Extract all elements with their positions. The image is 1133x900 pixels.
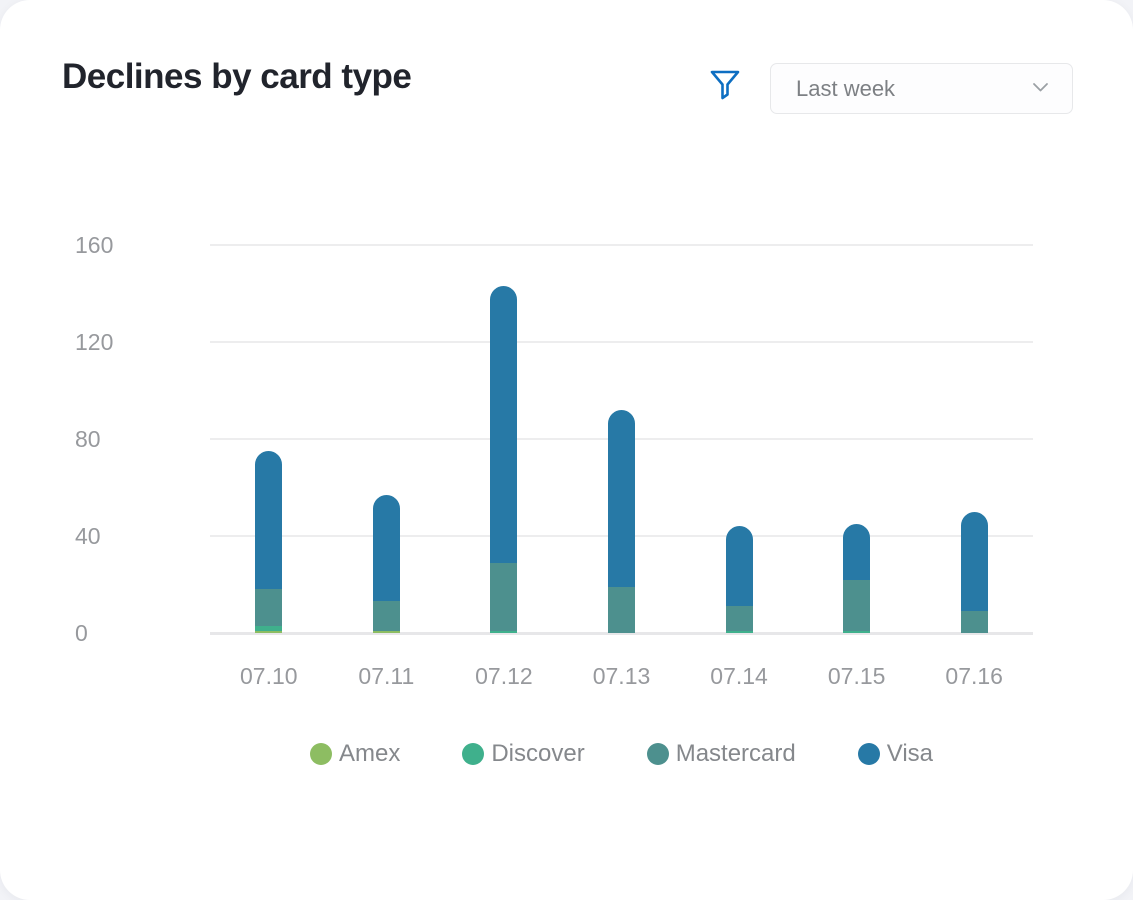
bar-segment-discover[interactable] [255,625,283,631]
bar-segment-visa[interactable] [372,494,400,602]
x-tick-label-07.16: 07.16 [945,663,1003,689]
bar-07.11[interactable] [372,494,400,633]
bar-segment-mastercard[interactable] [843,579,871,631]
x-tick-label-07.11: 07.11 [358,663,415,689]
bar-segment-amex[interactable] [255,630,283,633]
bar-segment-discover[interactable] [725,630,753,633]
x-tick-label-07.13: 07.13 [592,663,651,689]
chevron-down-icon [1029,75,1052,103]
legend-dot-icon [462,743,485,765]
bar-segment-visa[interactable] [255,451,283,590]
bar-segment-mastercard[interactable] [490,562,518,631]
legend-dot-icon [646,743,669,765]
x-tick-label-07.15: 07.15 [827,663,886,689]
bar-segment-mastercard[interactable] [725,606,753,631]
legend-dot-icon [309,743,332,765]
bar-segment-amex[interactable] [372,630,400,633]
legend-label: Visa [886,740,934,767]
legend-item-mastercard[interactable]: Mastercard [646,740,796,768]
x-tick-label-07.10: 07.10 [240,663,298,689]
filter-button[interactable] [704,66,746,108]
bar-07.10[interactable] [255,451,283,633]
bar-segment-mastercard[interactable] [372,601,400,631]
gridline-y120 [210,341,1033,343]
legend-label: Amex [338,740,401,767]
date-range-value: Last week [796,75,896,101]
bar-07.14[interactable] [725,526,753,633]
funnel-icon [707,67,743,107]
legend-item-visa[interactable]: Visa [857,740,934,768]
bar-segment-discover[interactable] [490,630,518,633]
bar-07.16[interactable] [960,511,988,633]
legend-dot-icon [857,743,880,765]
bar-07.12[interactable] [490,286,518,633]
gridline-y160 [210,244,1033,246]
x-tick-label-07.14: 07.14 [710,663,768,689]
bar-07.13[interactable] [608,409,635,633]
legend-item-discover[interactable]: Discover [462,740,585,768]
y-tick-label: 0 [75,620,88,646]
bar-segment-visa[interactable] [725,526,753,607]
bar-segment-discover[interactable] [843,630,871,633]
y-tick-label: 40 [75,523,101,549]
chart-legend: Amex Discover Mastercard Visa [210,740,1033,768]
y-tick-label: 120 [75,329,114,355]
page-title: Declines by card type [62,57,412,96]
bar-segment-visa[interactable] [490,286,518,563]
date-range-select[interactable]: Last week [770,63,1073,114]
legend-item-amex[interactable]: Amex [309,740,401,768]
bar-segment-mastercard[interactable] [960,611,988,633]
gridline-y0 [210,632,1033,635]
bar-segment-visa[interactable] [843,523,871,580]
legend-label: Discover [491,740,585,767]
bar-segment-visa[interactable] [608,409,635,587]
bar-segment-mastercard[interactable] [608,586,635,633]
x-tick-label-07.12: 07.12 [475,663,533,689]
bar-07.15[interactable] [843,523,871,633]
bar-segment-visa[interactable] [960,511,988,612]
bar-segment-mastercard[interactable] [255,589,283,626]
legend-label: Mastercard [675,740,796,767]
y-tick-label: 80 [75,426,101,452]
y-tick-label: 160 [75,232,114,258]
